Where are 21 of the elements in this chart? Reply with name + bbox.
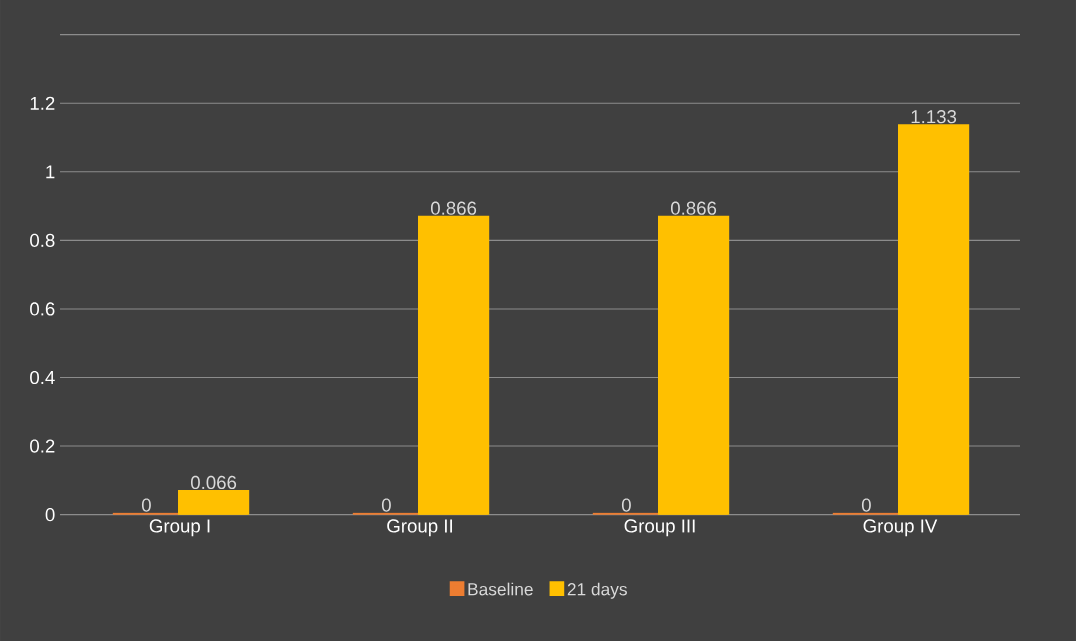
data-label: 1.133 (911, 109, 957, 124)
data-label: 0 (621, 498, 631, 512)
y-tick-label: 0.6 (30, 302, 55, 316)
data-label: 0.066 (190, 475, 237, 489)
x-tick-label: Group II (387, 519, 452, 537)
y-tick-label: 0.8 (30, 233, 55, 247)
legend-label: Baseline (468, 582, 533, 596)
y-tick-label: 0.2 (30, 439, 55, 453)
data-label: 0 (141, 498, 151, 512)
legend-label: 21 days (567, 582, 627, 599)
x-tick-label: Group III (624, 519, 695, 537)
data-label: 0 (861, 498, 871, 512)
y-tick-label: 1 (46, 165, 55, 179)
y-tick-label: 0.4 (30, 370, 55, 384)
data-label: 0.866 (430, 201, 477, 215)
x-tick-label: Group I (149, 519, 210, 537)
y-tick-label: 0 (45, 507, 55, 522)
y-tick-label: 1.2 (30, 96, 55, 110)
data-label: 0.866 (670, 201, 717, 215)
x-tick-label: Group IV (863, 519, 938, 537)
data-label: 0 (381, 498, 391, 512)
